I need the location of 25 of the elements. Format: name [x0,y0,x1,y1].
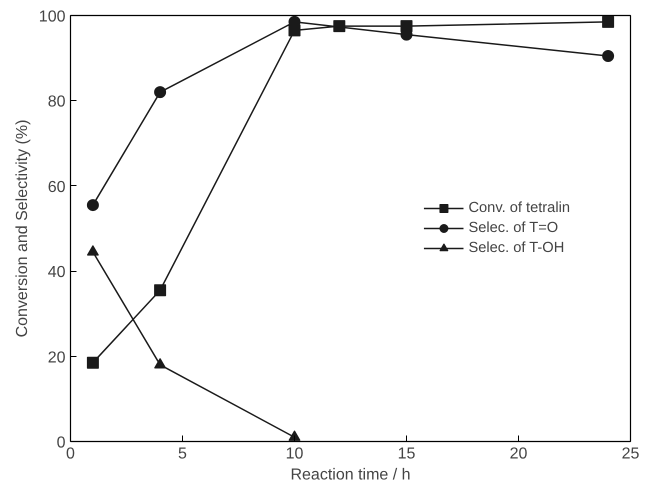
y-tick-label: 40 [48,264,66,282]
point [602,16,614,28]
y-axis-title: Conversion and Selectivity (%) [14,120,31,338]
legend-label: Selec. of T-OH [468,240,564,256]
point [288,430,300,441]
y-tick-label: 100 [38,8,66,26]
x-tick-label: 20 [510,446,528,462]
y-tick-label: 60 [48,178,66,196]
point [86,199,99,212]
point [86,245,99,256]
x-tick-label: 5 [178,446,188,462]
point [154,86,166,98]
point [602,50,614,62]
y-tick-label: 0 [56,434,66,452]
y-tick-label: 80 [48,94,66,111]
y-tick-label: 20 [48,349,66,366]
x-tick-label: 10 [286,446,304,462]
x-tick-label: 15 [398,446,416,462]
point [154,358,166,368]
point [154,284,166,296]
legend-label: Selec. of T=O [468,220,558,236]
x-axis-title: Reaction time / h [290,466,411,484]
point [86,356,99,369]
legend-label: Conv. of tetralin [468,200,570,216]
x-tick-label: 25 [622,446,640,462]
